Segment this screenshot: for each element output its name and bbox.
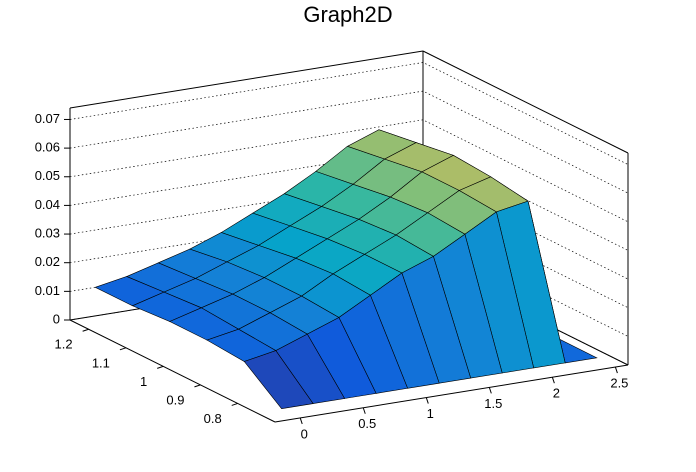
z-tick-label: 0.06 — [35, 140, 60, 155]
x-tick-label: 1.5 — [484, 396, 502, 411]
x-tick — [362, 407, 366, 414]
y-tick-label: 0.9 — [166, 392, 184, 407]
y-tick-label: 1.1 — [92, 355, 110, 370]
x-tick-label: 2 — [553, 386, 560, 401]
y-tick — [119, 347, 127, 351]
y-tick — [231, 402, 238, 406]
box-edge — [422, 50, 629, 154]
box-edge — [69, 50, 424, 109]
x-tick-label: 0 — [301, 426, 308, 441]
z-tick-label: 0 — [53, 311, 60, 326]
y-tick-label: 1.2 — [55, 337, 73, 352]
z-tick-label: 0.07 — [35, 111, 60, 126]
y-tick — [194, 384, 201, 388]
z-tick-label: 0.03 — [35, 225, 60, 240]
y-tick-label: 0.8 — [204, 411, 222, 426]
x-tick-label: 0.5 — [358, 416, 376, 431]
surface-cell — [243, 350, 314, 410]
z-tick-label: 0.05 — [35, 168, 60, 183]
x-tick-label: 2.5 — [610, 375, 628, 390]
x-tick — [488, 387, 492, 394]
y-axis — [69, 319, 276, 423]
x-tick — [425, 397, 429, 404]
z-tick-label: 0.02 — [35, 254, 60, 269]
z-tick-label: 0.01 — [35, 283, 60, 298]
y-tick-label: 1 — [140, 374, 147, 389]
x-tick-label: 1 — [427, 406, 434, 421]
y-tick — [157, 365, 164, 369]
x-tick — [299, 417, 303, 425]
y-tick — [82, 328, 89, 332]
x-axis — [274, 364, 629, 423]
chart-title: Graph2D — [303, 2, 392, 27]
z-tick-label: 0.04 — [35, 197, 60, 212]
x-tick — [614, 366, 618, 374]
x-tick — [551, 377, 555, 384]
